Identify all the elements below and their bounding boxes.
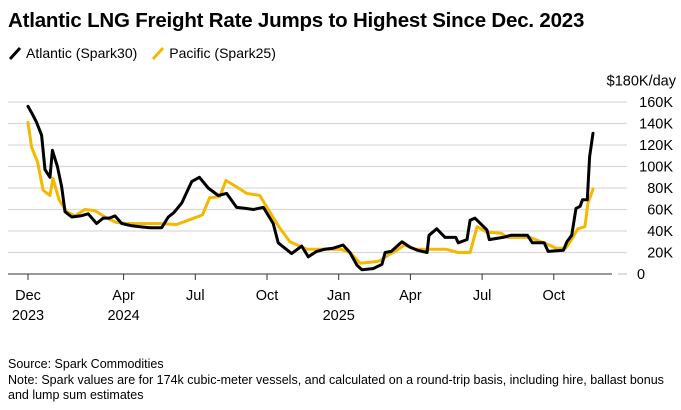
legend-item-atlantic: Atlantic (Spark30) xyxy=(8,45,137,61)
y-tick-label: 40K xyxy=(647,224,673,240)
x-tick-label: Dec xyxy=(15,288,41,304)
y-tick-label: 0 xyxy=(637,267,645,283)
x-tick-label: Jul xyxy=(186,288,205,304)
y-tick-label: 20K xyxy=(647,246,673,262)
y-tick-label: 120K xyxy=(639,138,673,154)
legend-swatch-atlantic xyxy=(8,46,22,60)
y-tick-label: 140K xyxy=(639,117,673,133)
y-tick-label: 100K xyxy=(639,160,673,176)
x-tick-label: Oct xyxy=(543,288,566,304)
y-tick-label: 160K xyxy=(639,95,673,111)
x-tick-label: Oct xyxy=(256,288,279,304)
x-tick-year: 2023 xyxy=(12,308,44,324)
series-line-atlantic xyxy=(26,104,595,272)
note-text: Note: Spark values are for 174k cubic-me… xyxy=(8,372,664,403)
series-line-pacific xyxy=(26,120,595,265)
legend-label-atlantic: Atlantic (Spark30) xyxy=(26,45,138,61)
x-tick-label: Jan xyxy=(327,288,350,304)
x-tick-label: Jul xyxy=(473,288,492,304)
legend: Atlantic (Spark30) Pacific (Spark25) xyxy=(8,45,276,61)
chart-title: Atlantic LNG Freight Rate Jumps to Highe… xyxy=(8,9,585,32)
footnotes: Source: Spark Commodities Note: Spark va… xyxy=(8,357,681,404)
x-tick-year: 2025 xyxy=(323,308,355,324)
y-tick-label: 60K xyxy=(647,203,673,219)
x-tick-label: Apr xyxy=(399,288,422,304)
x-tick-label: Apr xyxy=(112,288,135,304)
source-text: Source: Spark Commodities xyxy=(8,357,164,371)
legend-label-pacific: Pacific (Spark25) xyxy=(169,45,276,61)
legend-swatch-pacific xyxy=(152,46,165,60)
y-tick-label: 80K xyxy=(647,181,673,197)
x-tick-year: 2024 xyxy=(107,308,139,324)
y-axis-label: $180K/day xyxy=(607,74,677,90)
legend-item-pacific: Pacific (Spark25) xyxy=(151,45,276,61)
